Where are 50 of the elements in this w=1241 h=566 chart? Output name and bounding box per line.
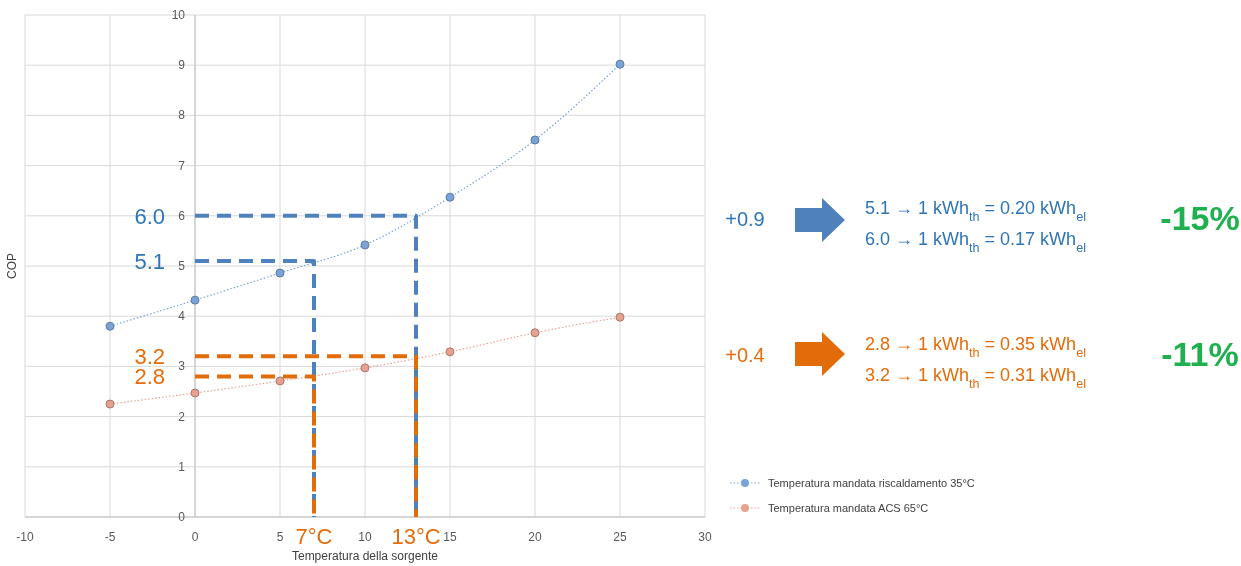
annotation: 5.1 — [134, 248, 165, 274]
point — [445, 347, 455, 357]
point — [190, 388, 200, 398]
point — [275, 268, 285, 278]
point — [275, 376, 285, 386]
annotation: 7°C — [295, 524, 333, 549]
text: -15% — [1160, 199, 1240, 237]
point — [530, 328, 540, 338]
y-tick-label: 3 — [178, 359, 186, 374]
text: 3.2 → 1 kWh$_{th}$ = 0.31 kWh$_{el}$ — [865, 365, 1086, 391]
text: +0.9 — [725, 208, 765, 230]
point — [360, 240, 370, 250]
text: 5.1 → 1 kWh$_{th}$ = 0.20 kWh$_{el}$ — [865, 198, 1086, 224]
y-tick-label: 1 — [178, 459, 186, 474]
point — [105, 399, 115, 409]
legend-label: Temperatura mandata ACS 65°C — [768, 502, 929, 514]
point — [360, 363, 370, 373]
x-axis-title: Temperatura della sorgente — [291, 549, 439, 563]
point — [190, 295, 200, 305]
y-tick-label: 0 — [178, 510, 186, 524]
x-tick-label: 20 — [528, 530, 542, 544]
point — [445, 192, 455, 202]
x-tick-label: 30 — [698, 530, 712, 544]
x-tick-label: 25 — [613, 530, 627, 544]
y-tick-label: 9 — [178, 58, 186, 73]
annotation: 13°C — [391, 524, 441, 549]
x-tick-label: 15 — [443, 530, 457, 544]
x-tick-label: 0 — [191, 530, 199, 544]
x-tick-label: 10 — [358, 530, 372, 544]
point — [615, 59, 625, 69]
text: 2.8 → 1 kWh$_{th}$ = 0.35 kWh$_{el}$ — [865, 334, 1086, 360]
legend-label: Temperatura mandata riscaldamento 35°C — [768, 477, 975, 489]
point — [615, 312, 625, 322]
text: -11% — [1161, 335, 1239, 373]
x-tick-label: 5 — [276, 530, 284, 544]
y-axis-title: COP — [5, 252, 19, 280]
y-tick-label: 7 — [178, 158, 186, 173]
text: +0.4 — [725, 344, 765, 366]
y-tick-label: 4 — [178, 309, 186, 324]
y-tick-label: 5 — [178, 259, 186, 273]
y-tick-label: 8 — [178, 108, 186, 123]
x-tick-label: -5 — [104, 530, 116, 544]
point — [105, 321, 115, 331]
x-tick-label: -10 — [16, 530, 34, 544]
y-tick-label: 6 — [178, 208, 186, 223]
annotation: 6.0 — [134, 203, 165, 229]
y-tick-label: 10 — [171, 8, 186, 22]
point — [530, 135, 540, 145]
y-tick-label: 2 — [178, 409, 186, 424]
text: 6.0 → 1 kWh$_{th}$ = 0.17 kWh$_{el}$ — [865, 229, 1086, 255]
